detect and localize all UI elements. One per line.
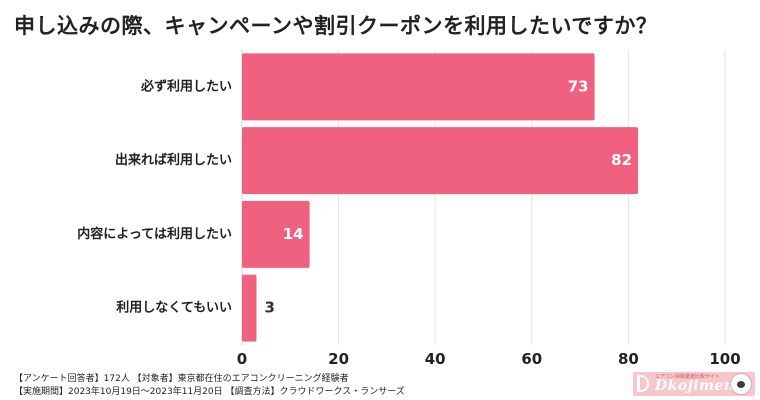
value-label-3: 3: [264, 299, 274, 317]
x-tick-80: 80: [618, 350, 639, 368]
x-tick-40: 40: [425, 350, 446, 368]
value-label-1: 82: [611, 151, 632, 169]
kojimemo-logo: エアコン掃除業者比較サイト Dkojimemo: [633, 372, 755, 396]
category-label-0: 必ず利用したい: [140, 78, 232, 94]
survey-footer: 【アンケート回答者】172人 【対象者】東京都在住のエアコンクリーニング経験者 …: [14, 373, 405, 399]
bar-3: [242, 274, 257, 342]
sheep-mascot-icon: [731, 374, 751, 394]
category-label-3: 利用しなくてもいい: [116, 300, 232, 316]
logo-brand: Dkojimemo: [655, 378, 749, 394]
x-tick-100: 100: [709, 350, 740, 368]
logo-tagline: エアコン掃除業者比較サイト: [655, 374, 721, 380]
x-tick-20: 20: [328, 350, 349, 368]
chart-title: 申し込みの際、キャンペーンや割引クーポンを利用したいですか？: [14, 14, 658, 38]
value-labels: 73 82 14 3: [264, 77, 632, 316]
bar-2: [242, 200, 310, 268]
category-label-1: 出来れば利用したい: [115, 152, 232, 168]
value-label-2: 14: [283, 225, 304, 243]
bar-1: [242, 127, 639, 195]
bar-0: [242, 53, 595, 121]
x-tick-60: 60: [521, 350, 542, 368]
x-tick-labels: 0 20 40 60 80 100: [237, 350, 741, 368]
x-tick-0: 0: [237, 350, 247, 368]
survey-respondents-note: 【アンケート回答者】172人 【対象者】東京都在住のエアコンクリーニング経験者: [14, 374, 349, 384]
value-label-0: 73: [568, 77, 589, 95]
category-label-2: 内容によっては利用したい: [77, 226, 232, 242]
survey-period-note: 【実施期間】2023年10月19日～2023年11月20日 【調査方法】クラウド…: [14, 387, 405, 397]
bars: [242, 53, 639, 342]
logo-mark-icon: [637, 375, 649, 392]
